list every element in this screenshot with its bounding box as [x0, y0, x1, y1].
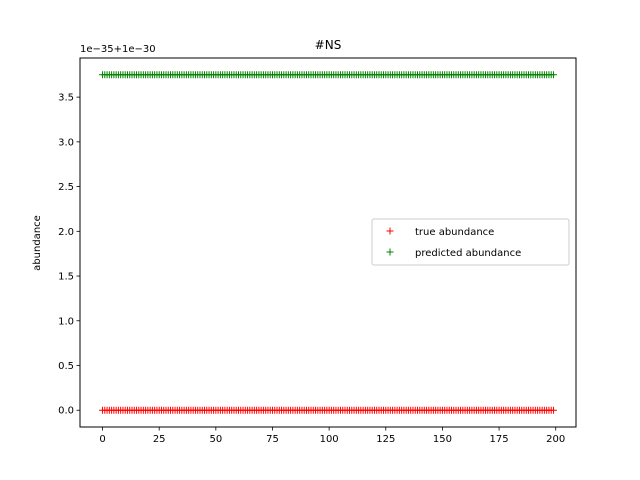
- x-tick-label: 25: [153, 434, 166, 445]
- series-true-abundance: [99, 406, 557, 414]
- data-point: [549, 71, 557, 79]
- legend-label: predicted abundance: [415, 248, 521, 259]
- y-axis-label: abundance: [32, 215, 43, 271]
- legend-marker: [386, 248, 394, 256]
- x-axis: 0 25 50 75 100 125 150 175 200: [99, 427, 565, 445]
- chart-title: #NS: [315, 38, 342, 52]
- data-point: [549, 406, 557, 414]
- legend-marker: [386, 227, 394, 235]
- x-tick-label: 150: [433, 434, 452, 445]
- plot-markers: [99, 71, 557, 414]
- x-tick-label: 125: [376, 434, 395, 445]
- legend-label: true abundance: [415, 227, 494, 238]
- y-tick-label: 0.5: [58, 361, 74, 372]
- plot-frame: [79, 57, 577, 428]
- legend-box: [371, 218, 570, 266]
- y-tick-label: 3.5: [58, 93, 74, 104]
- legend: true abundance predicted abundance: [371, 218, 570, 266]
- y-offset-text: 1e−35+1e−30: [80, 44, 156, 55]
- y-axis: 0.0 0.5 1.0 1.5 2.0 2.5 3.0 3.5: [58, 93, 80, 417]
- y-tick-label: 1.0: [58, 316, 74, 327]
- x-tick-label: 200: [546, 434, 565, 445]
- y-tick-label: 1.5: [58, 272, 74, 283]
- x-tick-label: 100: [320, 434, 339, 445]
- x-tick-label: 50: [209, 434, 222, 445]
- y-tick-label: 2.5: [58, 182, 74, 193]
- x-tick-label: 75: [266, 434, 279, 445]
- x-tick-label: 0: [99, 434, 105, 445]
- y-tick-label: 3.0: [58, 137, 74, 148]
- legend-items: true abundance predicted abundance: [386, 227, 521, 259]
- y-tick-label: 2.0: [58, 227, 74, 238]
- y-tick-label: 0.0: [58, 406, 74, 417]
- series-predicted-abundance: [99, 71, 557, 79]
- x-tick-label: 175: [490, 434, 509, 445]
